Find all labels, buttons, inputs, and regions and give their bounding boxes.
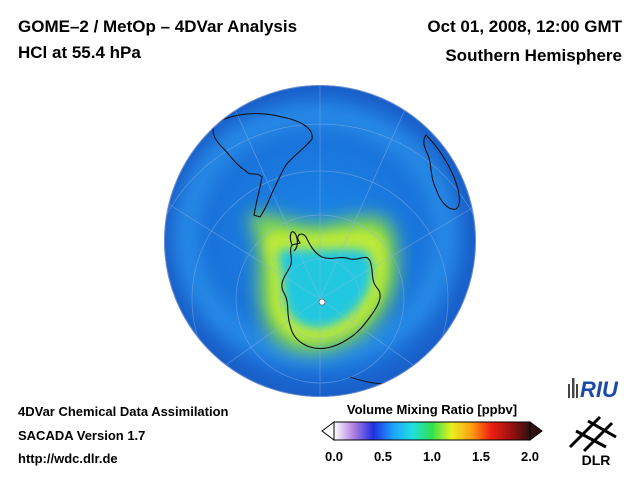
riu-logo: RIU bbox=[568, 377, 619, 402]
south-pole-marker bbox=[318, 298, 326, 306]
colorbar-high-arrow bbox=[529, 421, 543, 441]
midlat-band bbox=[174, 103, 458, 367]
title-species: HCl at 55.4 hPa bbox=[18, 43, 141, 62]
colorbar-tick: 1.5 bbox=[471, 449, 491, 464]
vortex-interior bbox=[278, 248, 373, 328]
coastline-antarctic-peninsula bbox=[289, 231, 298, 252]
colorbar-tick: 1.0 bbox=[422, 449, 442, 464]
colorbar-tick: 0.0 bbox=[324, 449, 344, 464]
riu-logo-text: RIU bbox=[580, 377, 619, 402]
footer-method: 4DVar Chemical Data Assimilation bbox=[18, 404, 229, 419]
title-datetime: Oct 01, 2008, 12:00 GMT bbox=[427, 17, 622, 36]
coastline-africa bbox=[423, 134, 461, 210]
graticule bbox=[164, 85, 476, 397]
colorbar: Volume Mixing Ratio [ppbv] 0.0 0.5 1.0 1… bbox=[320, 400, 544, 470]
colorbar-tick: 0.5 bbox=[373, 449, 393, 464]
colorbar-bar bbox=[321, 421, 543, 441]
coastline-south-america bbox=[212, 113, 313, 218]
colorbar-low-arrow bbox=[321, 421, 335, 441]
colorbar-title: Volume Mixing Ratio [ppbv] bbox=[346, 402, 518, 417]
coastline-antarctica bbox=[281, 233, 381, 350]
title-hemisphere: Southern Hemisphere bbox=[445, 46, 622, 65]
title-instrument: GOME–2 / MetOp – 4DVar Analysis bbox=[18, 17, 298, 36]
dlr-logo: DLR bbox=[568, 415, 617, 468]
dlr-logo-text: DLR bbox=[582, 452, 611, 468]
colorbar-tick: 2.0 bbox=[520, 449, 540, 464]
colorbar-gradient bbox=[333, 421, 531, 441]
globe-map bbox=[164, 85, 476, 397]
footer-url: http://wdc.dlr.de bbox=[18, 451, 118, 466]
footer-version: SACADA Version 1.7 bbox=[18, 428, 146, 443]
